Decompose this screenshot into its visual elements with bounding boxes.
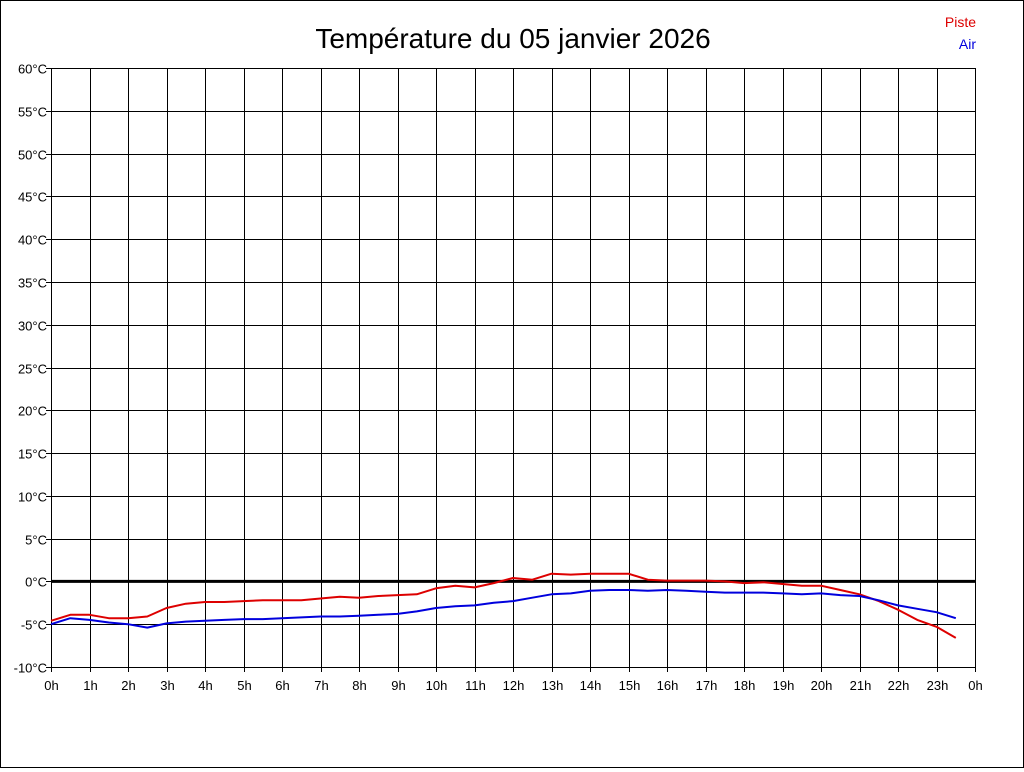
y-tick-label: 15°C <box>18 447 47 462</box>
x-tick-label: 6h <box>275 678 289 693</box>
legend-entry-piste: Piste <box>945 14 976 30</box>
x-tick-label: 22h <box>888 678 910 693</box>
x-tick-label: 20h <box>811 678 833 693</box>
plot-area <box>51 68 976 668</box>
y-tick-label: 40°C <box>18 233 47 248</box>
y-tick-label: 50°C <box>18 148 47 163</box>
x-tick-label: 15h <box>619 678 641 693</box>
series-line-air <box>50 589 957 629</box>
y-tick-label: 25°C <box>18 362 47 377</box>
x-tick-label: 16h <box>657 678 679 693</box>
y-tick-label: 30°C <box>18 319 47 334</box>
x-tick-label: 18h <box>734 678 756 693</box>
chart-title: Température du 05 janvier 2026 <box>315 23 710 54</box>
x-tick-label: 0h <box>968 678 982 693</box>
x-tick-label: 23h <box>927 678 949 693</box>
x-tick-label: 8h <box>352 678 366 693</box>
x-tick-label: 11h <box>465 678 486 693</box>
y-tick-label: 45°C <box>18 190 47 205</box>
y-tick-label: 60°C <box>18 62 47 77</box>
y-tick-label: 20°C <box>18 404 47 419</box>
x-tick-label: 10h <box>426 678 448 693</box>
x-tick-label: 7h <box>314 678 328 693</box>
x-tick-label: 0h <box>44 678 58 693</box>
y-tick-label: 0°C <box>25 575 47 590</box>
legend-entry-air: Air <box>959 36 976 52</box>
x-tick-label: 3h <box>160 678 174 693</box>
x-tick-label: 21h <box>850 678 872 693</box>
legend: Piste Air <box>945 14 976 52</box>
y-tick-label: 35°C <box>18 276 47 291</box>
series <box>50 572 957 639</box>
x-tick-label: 5h <box>237 678 251 693</box>
x-tick-label: 4h <box>198 678 212 693</box>
x-tick-label: 19h <box>773 678 795 693</box>
y-tick-label: 5°C <box>25 533 47 548</box>
x-tick-label: 14h <box>580 678 602 693</box>
x-tick-label: 13h <box>542 678 564 693</box>
y-tick-label: -5°C <box>21 618 47 633</box>
x-tick-label: 9h <box>391 678 405 693</box>
y-tick-label: 55°C <box>18 105 47 120</box>
y-tick-label: -10°C <box>14 661 47 676</box>
y-tick-label: 10°C <box>18 490 47 505</box>
series-line-piste <box>50 572 957 639</box>
axes: 0h 1h 2h 3h 4h 5h 6h 7h 8h 9h 10h 11h 12h 13h 14h 15h 16… <box>14 62 983 694</box>
x-tick-label: 2h <box>121 678 135 693</box>
x-tick-label: 17h <box>696 678 718 693</box>
x-tick-label: 1h <box>83 678 97 693</box>
x-tick-label: 12h <box>503 678 525 693</box>
